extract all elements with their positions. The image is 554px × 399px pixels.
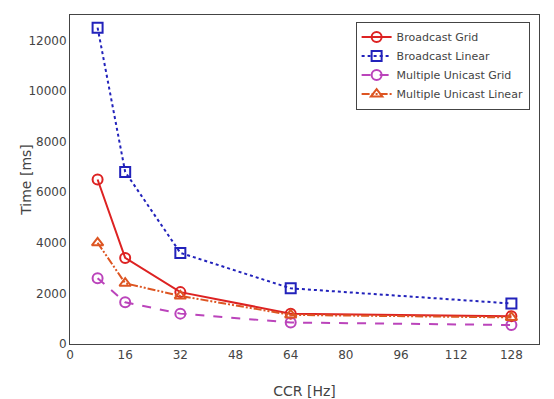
svg-text:Broadcast Grid: Broadcast Grid	[397, 31, 479, 44]
svg-text:112: 112	[445, 348, 468, 362]
svg-text:64: 64	[283, 348, 298, 362]
svg-text:16: 16	[118, 348, 133, 362]
svg-text:96: 96	[393, 348, 408, 362]
svg-text:Broadcast Linear: Broadcast Linear	[397, 50, 490, 63]
svg-text:Time [ms]: Time [ms]	[18, 144, 34, 216]
svg-text:80: 80	[338, 348, 353, 362]
svg-text:128: 128	[500, 348, 523, 362]
svg-text:32: 32	[173, 348, 188, 362]
svg-text:4000: 4000	[36, 236, 67, 250]
svg-text:48: 48	[228, 348, 243, 362]
svg-text:12000: 12000	[28, 34, 66, 48]
svg-text:0: 0	[66, 348, 74, 362]
svg-text:6000: 6000	[36, 185, 67, 199]
svg-text:CCR [Hz]: CCR [Hz]	[273, 383, 336, 399]
svg-text:8000: 8000	[36, 135, 67, 149]
svg-text:Multiple Unicast Grid: Multiple Unicast Grid	[397, 69, 512, 82]
svg-text:10000: 10000	[28, 84, 66, 98]
svg-text:Multiple Unicast Linear: Multiple Unicast Linear	[397, 88, 523, 101]
svg-text:0: 0	[59, 337, 67, 351]
svg-text:2000: 2000	[36, 287, 67, 301]
